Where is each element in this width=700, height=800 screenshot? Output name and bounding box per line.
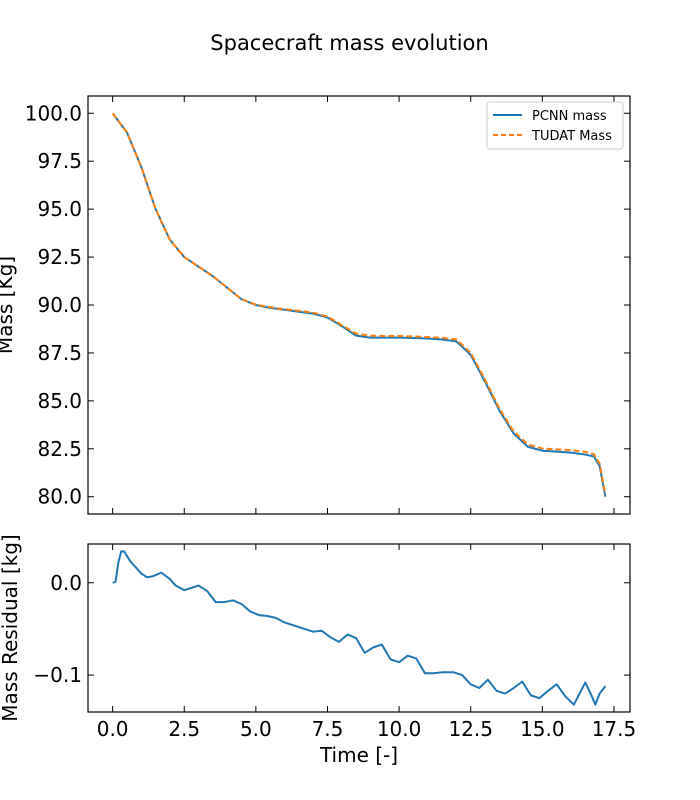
- legend-box: [486, 101, 624, 150]
- mass-series-line-1: [111, 112, 607, 496]
- mass-y-tick-label: 97.5: [37, 149, 82, 173]
- mass-x-ticks: [112, 96, 615, 514]
- x-tick-label: 2.5: [168, 717, 200, 741]
- mass-panel: 80.0 82.5 85.0 87.5 90.0 92.5 95.0 97.5 100.0 Ma…: [0, 95, 631, 515]
- residual-lines: [112, 550, 607, 706]
- residual-panel: 0.0 −0.1 0.0 2.5 5.0 7.5 10.0 12.5 15.0 17.5 Mas…: [0, 534, 636, 767]
- x-tick-label: 12.5: [448, 717, 493, 741]
- mass-y-tick-label: 92.5: [37, 245, 82, 269]
- residual-y-tick-label: 0.0: [50, 571, 82, 595]
- legend-tudat-label: TUDAT Mass: [531, 129, 612, 144]
- figure-title: Spacecraft mass evolution: [210, 31, 488, 55]
- x-tick-label: 17.5: [592, 717, 637, 741]
- x-tick-label: 5.0: [240, 717, 272, 741]
- mass-y-tick-label: 100.0: [25, 101, 82, 125]
- x-tick-label: 0.0: [97, 717, 129, 741]
- residual-x-ticks: 0.0 2.5 5.0 7.5 10.0 12.5 15.0 17.5: [97, 544, 636, 741]
- mass-y-axis-label: Mass [Kg]: [0, 256, 17, 354]
- residual-y-ticks: 0.0 −0.1: [33, 571, 630, 687]
- mass-lines: [111, 112, 607, 497]
- residual-plot-frame: [87, 543, 631, 713]
- x-tick-label: 15.0: [520, 717, 565, 741]
- mass-y-tick-label: 87.5: [37, 341, 82, 365]
- x-axis-label: Time [-]: [319, 743, 398, 767]
- legend-pcnn-label: PCNN mass: [532, 109, 607, 124]
- residual-y-tick-label: −0.1: [33, 663, 82, 687]
- mass-y-tick-label: 80.0: [37, 485, 82, 509]
- mass-y-ticks: 80.0 82.5 85.0 87.5 90.0 92.5 95.0 97.5 100.0: [25, 101, 630, 509]
- x-tick-label: 7.5: [312, 717, 344, 741]
- mass-y-tick-label: 82.5: [37, 437, 82, 461]
- mass-y-tick-label: 85.0: [37, 389, 82, 413]
- legend: PCNN mass TUDAT Mass: [486, 101, 624, 150]
- residual-series-line-0: [112, 550, 607, 706]
- mass-y-tick-label: 90.0: [37, 293, 82, 317]
- residual-y-axis-label: Mass Residual [kg]: [0, 534, 22, 721]
- x-tick-label: 10.0: [377, 717, 422, 741]
- mass-series-line-0: [111, 112, 607, 497]
- mass-y-tick-label: 95.0: [37, 197, 82, 221]
